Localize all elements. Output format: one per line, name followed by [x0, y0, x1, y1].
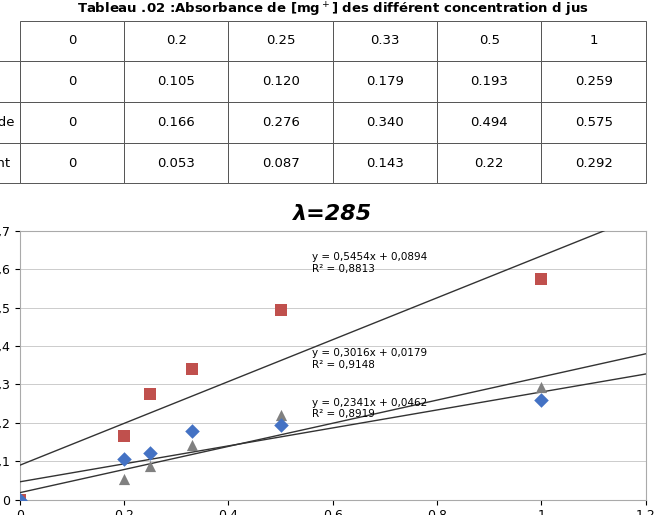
Point	[275, 306, 286, 314]
Point	[119, 432, 129, 440]
Point	[119, 455, 129, 464]
Point	[14, 495, 25, 504]
Point	[186, 427, 197, 435]
Point	[14, 495, 25, 504]
Text: y = 0,3016x + 0,0179
R² = 0,9148: y = 0,3016x + 0,0179 R² = 0,9148	[312, 348, 427, 370]
Point	[145, 450, 156, 458]
Point	[186, 365, 197, 373]
Point	[186, 440, 197, 449]
Point	[145, 462, 156, 470]
Point	[536, 274, 547, 283]
Point	[14, 495, 25, 504]
Point	[275, 411, 286, 419]
Text: y = 0,5454x + 0,0894
R² = 0,8813: y = 0,5454x + 0,0894 R² = 0,8813	[312, 252, 427, 273]
Point	[275, 421, 286, 430]
Point	[145, 389, 156, 398]
Text: y = 0,2341x + 0,0462
R² = 0,8919: y = 0,2341x + 0,0462 R² = 0,8919	[312, 398, 427, 419]
Point	[119, 475, 129, 484]
Title: λ=285: λ=285	[293, 204, 372, 224]
Point	[536, 383, 547, 391]
Title: Tableau .02 :Absorbance de [mg$^+$] des différent concentration d jus: Tableau .02 :Absorbance de [mg$^+$] des …	[76, 1, 589, 19]
Point	[536, 396, 547, 404]
